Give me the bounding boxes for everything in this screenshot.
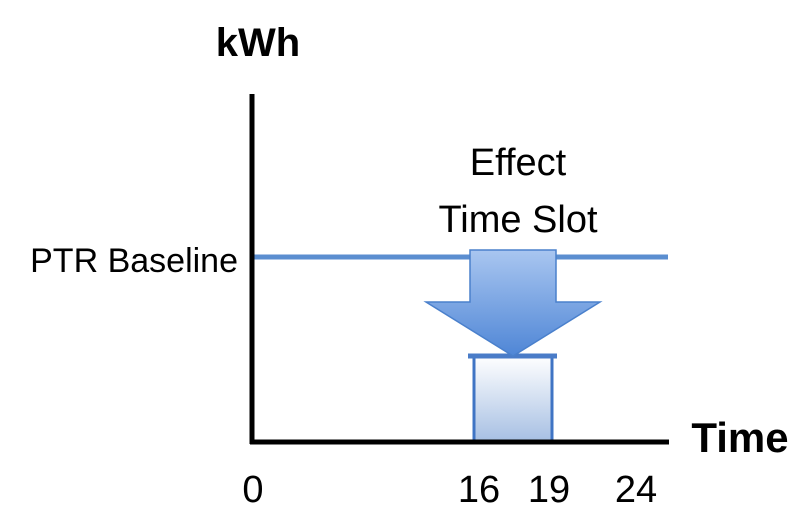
effect-label-line1: Effect bbox=[470, 142, 567, 184]
x-tick-0: 0 bbox=[242, 469, 263, 508]
effect-time-slot-region bbox=[472, 354, 554, 444]
x-tick-24: 24 bbox=[615, 469, 657, 508]
baseline-label: PTR Baseline bbox=[30, 242, 238, 280]
down-arrow-icon bbox=[423, 249, 603, 357]
x-axis-label: Time bbox=[691, 414, 788, 461]
effect-label-line2: Time Slot bbox=[438, 199, 598, 241]
y-axis-label: kWh bbox=[216, 21, 300, 65]
x-tick-16: 16 bbox=[458, 469, 500, 508]
x-tick-19: 19 bbox=[528, 469, 570, 508]
